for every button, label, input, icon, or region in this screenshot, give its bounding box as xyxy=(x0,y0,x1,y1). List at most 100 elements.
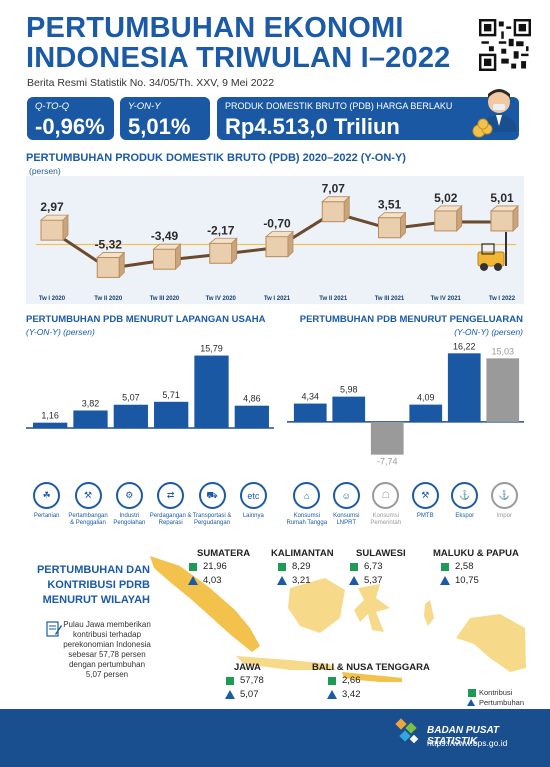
crane-icon: ⚒ xyxy=(411,482,439,509)
growth-point xyxy=(96,251,126,279)
growth-value-label: 7,07 xyxy=(322,182,346,196)
icon-label: Pertanian xyxy=(33,513,60,519)
growth-triangle xyxy=(277,576,287,585)
growth-value-label: -2,17 xyxy=(207,223,235,237)
growth-tick-label: Tw I 2020 xyxy=(39,296,66,302)
page-subtitle: Berita Resmi Statistik No. 34/05/Th. XXV… xyxy=(27,77,275,89)
region-name: MALUKU & PAPUA xyxy=(433,548,519,559)
sector-chart-title: PERTUMBUHAN PDB MENURUT LAPANGAN USAHA xyxy=(26,314,266,325)
regional-title-line3: MENURUT WILAYAH xyxy=(42,594,150,606)
regional-title-line1: PERTUMBUHAN DAN xyxy=(36,564,150,576)
growth-chart-title: PERTUMBUHAN PRODUK DOMESTIK BRUTO (PDB) … xyxy=(26,152,406,164)
qtoq-box: Q-TO-Q -0,96% xyxy=(27,97,114,140)
growth-box-side xyxy=(62,214,69,242)
growth-tick-label: Tw III 2020 xyxy=(150,296,180,302)
icon-label: Perdagangan & Reparasi xyxy=(149,513,192,526)
icon-label: Konsumsi Pemerintah xyxy=(370,513,402,526)
region-growth: 3,42 xyxy=(342,689,361,700)
leaf-icon: ☘ xyxy=(33,482,61,509)
bar-6 xyxy=(234,405,269,428)
regional-title-line2: KONTRIBUSI PDRB xyxy=(47,579,150,591)
indonesia-map xyxy=(150,556,526,682)
icon-label: PMTB xyxy=(416,513,434,519)
bar-value-label: 15,79 xyxy=(200,344,223,354)
bar-2 xyxy=(332,396,366,422)
growth-box-marker xyxy=(490,210,514,232)
bar-value-label: 16,22 xyxy=(453,341,476,351)
region-growth: 5,37 xyxy=(364,575,383,586)
bar-value-label: 5,71 xyxy=(162,390,180,400)
regional-title: PERTUMBUHAN DAN KONTRIBUSI PDRB MENURUT … xyxy=(26,563,150,608)
growth-value-label: 5,02 xyxy=(434,191,458,205)
official-illustration-icon xyxy=(472,89,517,138)
truck-icon: ⛟ xyxy=(198,482,226,509)
etc-icon: etc xyxy=(239,482,267,509)
growth-box-marker xyxy=(153,248,176,270)
qr-code-icon[interactable] xyxy=(479,19,531,71)
growth-box-marker xyxy=(321,201,345,223)
sector-chart-unit: (Y-ON-Y) (persen) xyxy=(26,327,95,337)
growth-box-side xyxy=(456,204,463,232)
growth-box-side xyxy=(231,237,238,265)
growth-tick-label: Tw I 2021 xyxy=(264,296,291,302)
bps-logo-icon xyxy=(395,718,419,744)
growth-point xyxy=(377,211,407,239)
region-name: SULAWESI xyxy=(356,548,406,559)
growth-value-label: 2,97 xyxy=(40,200,64,214)
factory-icon: ⚙ xyxy=(115,482,143,509)
bar-3 xyxy=(370,421,404,455)
growth-chart-unit: (persen) xyxy=(29,166,61,176)
bar-value-label: 4,34 xyxy=(301,392,319,402)
growth-box-side xyxy=(400,211,406,239)
growth-value-label: -5,32 xyxy=(95,237,123,251)
growth-value-label: -3,49 xyxy=(151,229,179,243)
trade-icon: ⇄ xyxy=(157,482,185,509)
growth-tick-label: Tw III 2021 xyxy=(375,296,405,302)
bar-5 xyxy=(447,353,481,422)
page-title-line2: INDONESIA TRIWULAN I–2022 xyxy=(26,42,451,74)
icon-label: Lainnya xyxy=(242,513,264,519)
bar-1 xyxy=(293,403,327,422)
expenditure-chart-title: PERTUMBUHAN PDB MENURUT PENGELUARAN xyxy=(299,314,523,325)
region-contribution: 8,29 xyxy=(292,561,311,572)
growth-box-side xyxy=(343,195,350,223)
footer-agency: BADAN PUSAT STATISTIK xyxy=(427,725,500,747)
growth-box-marker xyxy=(434,210,458,232)
contribution-square xyxy=(350,563,358,571)
bar-4 xyxy=(409,404,443,422)
yony-value: 5,01% xyxy=(128,114,191,139)
growth-point xyxy=(264,230,294,258)
icon-label: Konsumsi Rumah Tangga xyxy=(286,513,328,526)
export-ship-icon: ⚓ xyxy=(451,482,479,509)
region-contribution: 2,58 xyxy=(455,561,474,572)
growth-value-label: 5,01 xyxy=(490,191,514,205)
bar-value-label: 4,86 xyxy=(243,394,261,404)
page-title-line1: PERTUMBUHAN EKONOMI xyxy=(26,12,404,44)
import-ship-icon: ⚓ xyxy=(490,482,518,509)
sector-icons-row: ☘ Pertanian ⚒ Pertambangan & Penggalian ⚙ Ind… xyxy=(26,478,274,534)
region-name: SUMATERA xyxy=(197,548,251,559)
growth-triangle xyxy=(327,690,337,699)
bar-value-label: 5,07 xyxy=(122,393,140,403)
growth-point xyxy=(208,237,238,265)
legend-contribution-label: Kontribusi xyxy=(479,688,513,697)
growth-box-side xyxy=(118,251,125,279)
bar-value-label: 15,03 xyxy=(491,346,514,356)
growth-box-marker xyxy=(265,236,289,258)
icon-label: Industri Pengolahan xyxy=(113,513,146,526)
icon-label: Pertambangan & Penggalian xyxy=(68,513,108,526)
growth-point xyxy=(489,204,519,232)
footer-bar xyxy=(0,709,550,767)
icon-label: Ekspor xyxy=(455,513,475,519)
footer-url[interactable]: https://www.bps.go.id xyxy=(427,738,508,748)
yony-label: Y-ON-Y xyxy=(128,101,161,112)
contribution-square xyxy=(189,563,197,571)
region-contribution: 57,78 xyxy=(240,675,264,686)
growth-tick-label: Tw IV 2020 xyxy=(206,296,237,302)
growth-line-chart: 2,97 Tw I 2020 -5,32 Tw II 2020 -3,49 Tw III … xyxy=(36,182,519,302)
contribution-square xyxy=(441,563,449,571)
bar-3 xyxy=(113,404,148,428)
growth-box-marker xyxy=(96,256,120,278)
qtoq-value: -0,96% xyxy=(35,114,105,139)
growth-point xyxy=(152,243,182,271)
